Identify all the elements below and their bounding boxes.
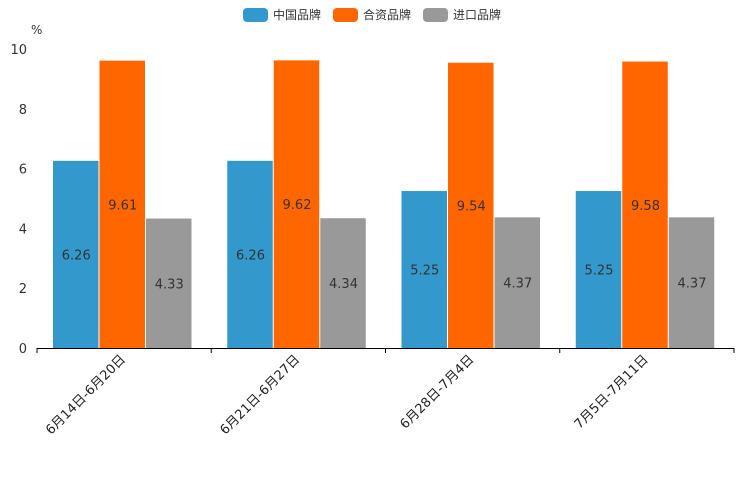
bar[interactable]	[320, 218, 366, 348]
bar[interactable]	[622, 61, 668, 349]
y-tick-label: 10	[10, 43, 27, 58]
x-tick-label: 6月21日-6月27日	[217, 352, 303, 438]
data-label: 5.25	[585, 264, 614, 279]
y-tick-label: 8	[19, 103, 27, 118]
legend-label-imported: 进口品牌	[453, 8, 502, 22]
legend-swatch-imported	[423, 7, 448, 22]
legend-item-imported[interactable]: 进口品牌	[423, 6, 501, 23]
bar[interactable]	[494, 217, 541, 348]
bar[interactable]	[146, 218, 192, 348]
data-label: 4.37	[503, 277, 532, 292]
legend-swatch-domestic	[242, 7, 268, 22]
bar[interactable]	[273, 60, 320, 348]
bar[interactable]	[448, 62, 494, 349]
legend: 中国品牌 合资品牌 进口品牌	[0, 6, 744, 23]
bar[interactable]	[53, 160, 99, 348]
data-label: 9.61	[108, 198, 137, 213]
legend-item-joint-venture[interactable]: 合资品牌	[332, 6, 411, 23]
data-label: 6.26	[62, 248, 91, 263]
data-label: 5.25	[410, 264, 439, 279]
data-label: 4.34	[329, 277, 358, 292]
data-label: 9.62	[283, 198, 312, 213]
x-tick-label: 7月5日-7月11日	[572, 352, 652, 432]
bar[interactable]	[227, 160, 273, 348]
data-label: 4.37	[678, 277, 707, 292]
y-tick-label: 2	[19, 282, 27, 297]
y-tick-label: 0	[19, 342, 27, 357]
y-tick-label: 6	[19, 163, 27, 178]
y-tick-label: 4	[19, 222, 27, 237]
bar[interactable]	[575, 191, 622, 348]
data-label: 6.26	[236, 248, 265, 263]
legend-label-joint-venture: 合资品牌	[362, 8, 411, 22]
data-label: 9.54	[457, 199, 486, 214]
data-label: 9.58	[631, 199, 660, 214]
bar[interactable]	[401, 191, 448, 348]
legend-item-domestic[interactable]: 中国品牌	[242, 6, 321, 23]
legend-swatch-joint-venture	[332, 7, 358, 22]
data-label: 4.33	[155, 277, 184, 292]
x-tick-label: 6月28日-7月4日	[398, 352, 478, 432]
bar[interactable]	[668, 217, 715, 348]
y-axis-label: %	[31, 23, 42, 37]
legend-label-domestic: 中国品牌	[272, 8, 321, 22]
x-tick-label: 6月14日-6月20日	[43, 352, 129, 438]
bar[interactable]	[99, 60, 146, 348]
